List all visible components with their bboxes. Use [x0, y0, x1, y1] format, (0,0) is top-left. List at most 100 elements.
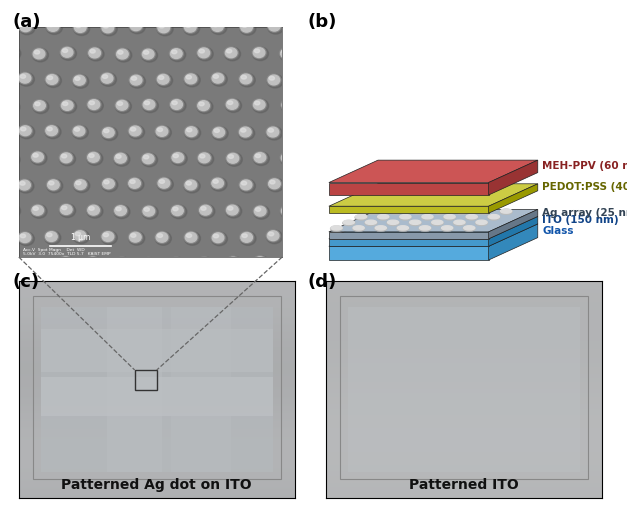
- Ellipse shape: [45, 231, 61, 244]
- Ellipse shape: [184, 232, 198, 243]
- Polygon shape: [329, 206, 488, 213]
- Ellipse shape: [115, 100, 129, 111]
- Ellipse shape: [169, 48, 186, 61]
- Ellipse shape: [211, 72, 225, 84]
- Ellipse shape: [268, 21, 280, 31]
- Bar: [135, 370, 157, 390]
- Ellipse shape: [103, 233, 108, 237]
- Ellipse shape: [32, 152, 43, 162]
- Ellipse shape: [368, 209, 379, 213]
- Ellipse shape: [330, 226, 343, 232]
- Ellipse shape: [33, 49, 45, 59]
- Ellipse shape: [33, 258, 48, 271]
- Ellipse shape: [241, 75, 246, 79]
- Ellipse shape: [253, 206, 270, 219]
- Ellipse shape: [115, 153, 126, 163]
- Ellipse shape: [102, 73, 113, 83]
- Ellipse shape: [252, 47, 266, 58]
- Ellipse shape: [73, 22, 90, 36]
- Ellipse shape: [435, 209, 445, 213]
- Text: 1 μm: 1 μm: [71, 233, 90, 242]
- Ellipse shape: [18, 179, 31, 191]
- Ellipse shape: [270, 180, 275, 184]
- Ellipse shape: [132, 76, 137, 80]
- Ellipse shape: [197, 100, 213, 113]
- Ellipse shape: [280, 48, 296, 61]
- Ellipse shape: [60, 47, 76, 60]
- Ellipse shape: [267, 231, 279, 241]
- Ellipse shape: [377, 215, 390, 220]
- Ellipse shape: [45, 74, 59, 85]
- Ellipse shape: [157, 22, 171, 34]
- Ellipse shape: [377, 215, 389, 219]
- Ellipse shape: [130, 232, 141, 242]
- Ellipse shape: [101, 231, 115, 242]
- Ellipse shape: [172, 50, 177, 54]
- Ellipse shape: [104, 180, 109, 184]
- Ellipse shape: [283, 101, 288, 105]
- Ellipse shape: [375, 226, 386, 230]
- Ellipse shape: [184, 179, 200, 193]
- Ellipse shape: [225, 99, 239, 110]
- Ellipse shape: [46, 21, 63, 34]
- Ellipse shape: [256, 208, 261, 211]
- Ellipse shape: [143, 100, 155, 110]
- Ellipse shape: [228, 207, 233, 210]
- Ellipse shape: [128, 125, 142, 137]
- Ellipse shape: [255, 206, 266, 216]
- Ellipse shape: [72, 125, 86, 137]
- Ellipse shape: [432, 220, 443, 224]
- Ellipse shape: [73, 74, 87, 86]
- Ellipse shape: [281, 259, 293, 269]
- Ellipse shape: [254, 153, 266, 162]
- Ellipse shape: [4, 100, 18, 112]
- Ellipse shape: [116, 207, 121, 211]
- Polygon shape: [329, 216, 538, 239]
- Ellipse shape: [253, 256, 270, 270]
- Ellipse shape: [46, 126, 58, 136]
- Ellipse shape: [102, 75, 108, 78]
- Ellipse shape: [411, 209, 424, 215]
- Ellipse shape: [34, 50, 40, 54]
- Ellipse shape: [101, 22, 115, 34]
- Ellipse shape: [390, 209, 401, 213]
- Ellipse shape: [172, 153, 184, 163]
- Ellipse shape: [267, 20, 282, 32]
- Ellipse shape: [103, 179, 114, 189]
- Ellipse shape: [157, 178, 173, 191]
- Ellipse shape: [281, 99, 295, 111]
- Ellipse shape: [46, 232, 57, 242]
- Ellipse shape: [87, 152, 103, 165]
- Ellipse shape: [59, 256, 75, 270]
- Ellipse shape: [157, 128, 162, 131]
- Ellipse shape: [88, 47, 104, 61]
- Ellipse shape: [268, 178, 284, 192]
- Ellipse shape: [46, 75, 58, 84]
- Ellipse shape: [45, 231, 58, 242]
- Ellipse shape: [199, 205, 215, 218]
- Ellipse shape: [352, 226, 365, 232]
- Bar: [107, 307, 162, 472]
- Ellipse shape: [61, 101, 73, 110]
- Ellipse shape: [184, 73, 198, 85]
- Ellipse shape: [199, 205, 211, 215]
- Ellipse shape: [159, 24, 164, 28]
- Ellipse shape: [389, 209, 402, 215]
- Ellipse shape: [226, 205, 238, 215]
- Ellipse shape: [89, 154, 94, 157]
- Ellipse shape: [266, 230, 283, 244]
- Ellipse shape: [19, 21, 35, 34]
- Ellipse shape: [281, 49, 292, 58]
- Ellipse shape: [199, 153, 210, 163]
- Ellipse shape: [212, 233, 224, 243]
- Ellipse shape: [171, 152, 185, 163]
- Ellipse shape: [60, 204, 76, 217]
- Ellipse shape: [33, 100, 46, 111]
- Ellipse shape: [117, 259, 123, 263]
- Ellipse shape: [4, 204, 18, 216]
- Ellipse shape: [433, 209, 446, 215]
- Ellipse shape: [157, 178, 171, 189]
- Ellipse shape: [412, 209, 423, 213]
- Ellipse shape: [32, 48, 46, 60]
- Ellipse shape: [142, 258, 158, 271]
